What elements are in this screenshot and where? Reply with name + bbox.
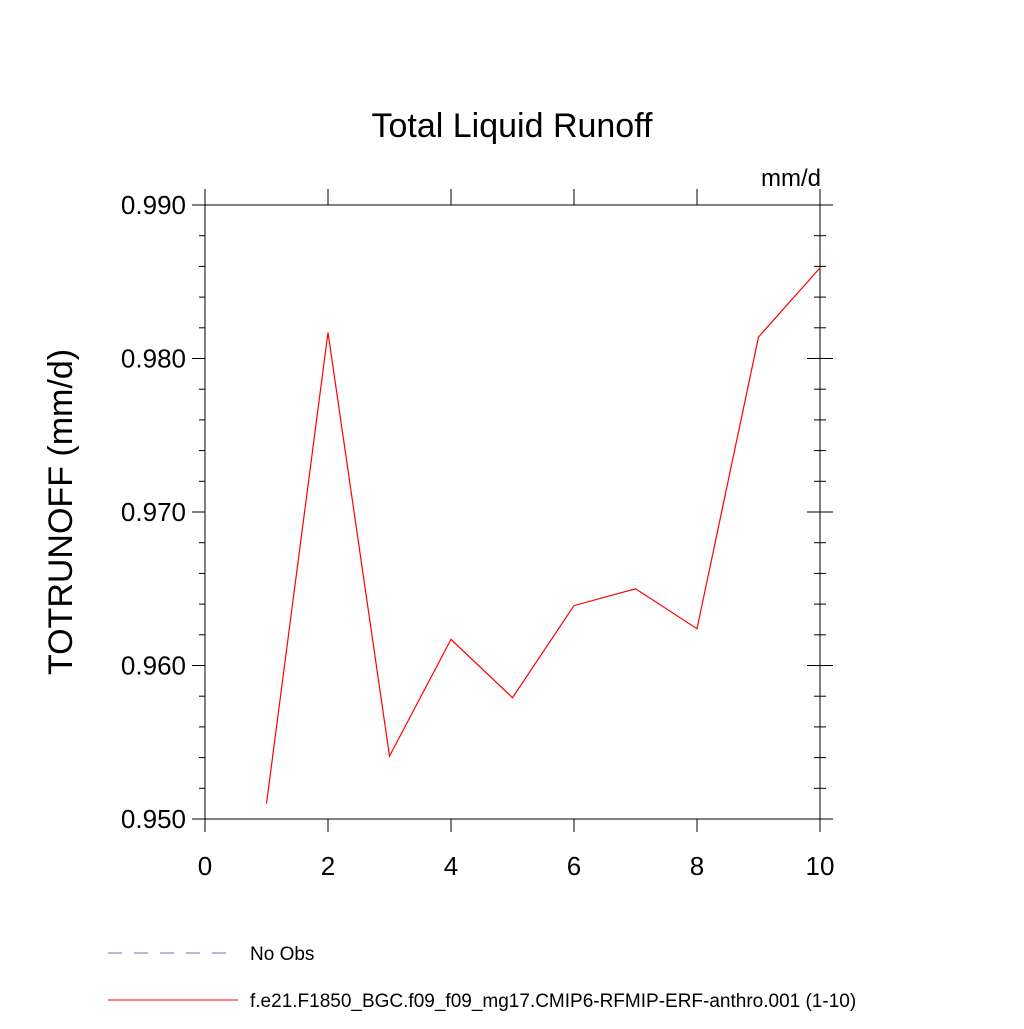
- legend-label: No Obs: [250, 944, 314, 965]
- y-tick-label: 0.970: [121, 497, 186, 527]
- x-tick-label: 4: [444, 851, 458, 881]
- y-tick-label: 0.990: [121, 190, 186, 220]
- y-axis-label: TOTRUNOFF (mm/d): [42, 349, 80, 675]
- chart-title: Total Liquid Runoff: [371, 107, 653, 145]
- x-tick-label: 6: [567, 851, 581, 881]
- y-tick-label: 0.980: [121, 344, 186, 374]
- y-tick-label: 0.950: [121, 804, 186, 834]
- y-tick-label: 0.960: [121, 651, 186, 681]
- x-tick-label: 8: [690, 851, 704, 881]
- x-tick-label: 0: [198, 851, 212, 881]
- units-label: mm/d: [761, 165, 821, 192]
- x-tick-label: 2: [321, 851, 335, 881]
- x-tick-label: 10: [806, 851, 835, 881]
- legend-label: f.e21.F1850_BGC.f09_f09_mg17.CMIP6-RFMIP…: [250, 991, 856, 1012]
